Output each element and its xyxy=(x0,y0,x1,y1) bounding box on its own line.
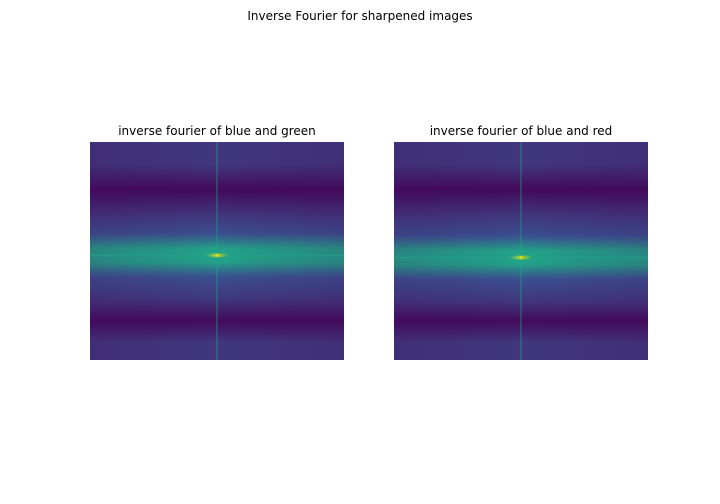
left-heatmap xyxy=(90,142,344,360)
heatmap-peak xyxy=(519,256,523,260)
heatmap-peak xyxy=(215,253,219,257)
right-panel-title: inverse fourier of blue and red xyxy=(429,124,613,138)
left-panel: inverse fourier of blue and green xyxy=(90,123,344,360)
figure-title: Inverse Fourier for sharpened images xyxy=(247,9,473,23)
right-heatmap-image xyxy=(394,142,648,360)
right-heatmap xyxy=(394,142,648,360)
right-panel: inverse fourier of blue and red xyxy=(394,123,648,360)
left-heatmap-image xyxy=(90,142,344,360)
left-panel-title: inverse fourier of blue and green xyxy=(118,124,316,138)
